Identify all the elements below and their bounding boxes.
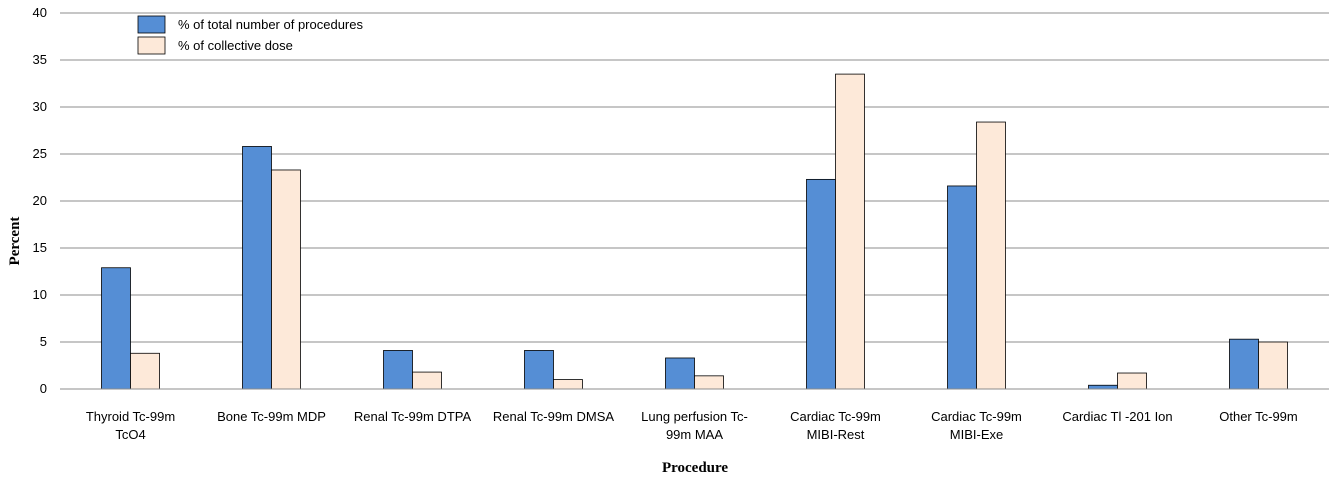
bar-collective-dose [412, 371, 442, 390]
y-tick-label: 25 [33, 146, 47, 161]
legend-label: % of total number of procedures [178, 17, 363, 32]
bar-collective-dose [835, 73, 865, 390]
x-category-label: Cardiac Tc-99m [931, 409, 1022, 424]
bar-procedures [665, 357, 695, 390]
y-tick-label: 20 [33, 193, 47, 208]
legend-swatch [137, 36, 166, 55]
bar-procedures [524, 350, 554, 390]
x-category-label: MIBI-Exe [950, 427, 1003, 442]
bar-collective-dose [1258, 341, 1288, 390]
bar-procedures [101, 267, 131, 390]
bar-procedures [242, 146, 272, 390]
bar-procedures [383, 350, 413, 390]
bar-collective-dose [1117, 372, 1147, 390]
legend: % of total number of procedures % of coll… [137, 15, 363, 55]
x-category-label: Cardiac Tc-99m [790, 409, 881, 424]
bar-collective-dose [130, 352, 160, 390]
y-axis-tick-labels: 0 5 10 15 20 25 30 35 40 [33, 5, 47, 396]
legend-swatch [137, 15, 166, 34]
bar-procedures [1229, 338, 1259, 390]
y-tick-label: 40 [33, 5, 47, 20]
x-axis-title: Procedure [662, 460, 728, 476]
bar-collective-dose [976, 121, 1006, 390]
bars [101, 73, 1288, 390]
x-category-label: Thyroid Tc-99m [86, 409, 175, 424]
y-axis-title: Percent [7, 217, 23, 266]
y-tick-label: 15 [33, 240, 47, 255]
x-category-label: Other Tc-99m [1219, 409, 1298, 424]
bar-collective-dose [694, 375, 724, 390]
y-tick-label: 5 [40, 334, 47, 349]
y-tick-label: 30 [33, 99, 47, 114]
bar-collective-dose [271, 169, 301, 390]
y-tick-label: 0 [40, 381, 47, 396]
y-tick-label: 10 [33, 287, 47, 302]
bar-procedures [1088, 384, 1118, 390]
x-category-label: MIBI-Rest [807, 427, 865, 442]
bar-collective-dose [553, 379, 583, 390]
x-category-label: TcO4 [115, 427, 145, 442]
legend-label: % of collective dose [178, 38, 293, 53]
x-category-label: Bone Tc-99m MDP [217, 409, 326, 424]
x-category-label: Cardiac Tl -201 Ion [1062, 409, 1172, 424]
x-axis-category-labels: Thyroid Tc-99m TcO4 Bone Tc-99m MDP Renal T… [86, 409, 1298, 442]
bar-procedures [947, 185, 977, 390]
x-category-label: Renal Tc-99m DTPA [354, 409, 472, 424]
y-tick-label: 35 [33, 52, 47, 67]
x-category-label: Lung perfusion Tc- [641, 409, 748, 424]
x-category-label: 99m MAA [666, 427, 723, 442]
x-category-label: Renal Tc-99m DMSA [493, 409, 614, 424]
bar-procedures [806, 178, 836, 390]
